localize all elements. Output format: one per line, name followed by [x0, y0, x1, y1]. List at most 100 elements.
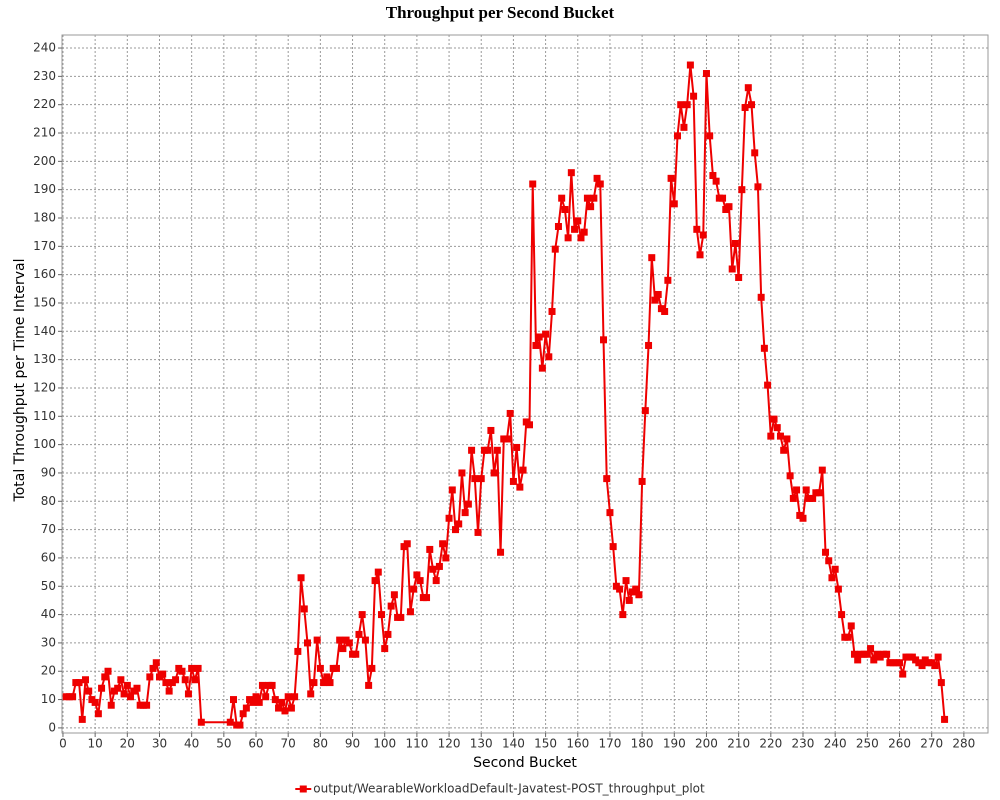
point-marker	[667, 174, 675, 182]
point-marker	[484, 446, 492, 454]
point-marker	[403, 540, 411, 548]
point-marker	[854, 656, 862, 664]
x-tick-label: 240	[824, 737, 847, 751]
point-marker	[423, 594, 431, 602]
point-marker	[506, 409, 514, 417]
x-tick-label: 250	[856, 737, 879, 751]
point-marker	[307, 690, 315, 698]
point-marker	[558, 194, 566, 202]
point-marker	[580, 228, 588, 236]
point-marker	[271, 696, 279, 704]
point-marker	[278, 698, 286, 706]
point-marker	[303, 639, 311, 647]
y-tick-label: 100	[33, 437, 56, 451]
point-marker	[619, 611, 627, 619]
x-tick-label: 170	[598, 737, 621, 751]
point-marker	[143, 701, 151, 709]
point-marker	[458, 469, 466, 477]
point-marker	[226, 718, 234, 726]
point-marker	[455, 520, 463, 528]
y-tick-label: 10	[41, 692, 56, 706]
y-tick-label: 140	[33, 324, 56, 338]
x-tick-label: 180	[631, 737, 654, 751]
chart-title: Throughput per Second Bucket	[386, 3, 615, 22]
x-tick-label: 90	[345, 737, 360, 751]
point-marker	[474, 528, 482, 536]
x-tick-label: 100	[373, 737, 396, 751]
point-marker	[551, 245, 559, 253]
point-marker	[275, 704, 283, 712]
point-marker	[847, 622, 855, 630]
point-marker	[690, 92, 698, 100]
point-marker	[281, 707, 289, 715]
x-tick-label: 150	[534, 737, 557, 751]
point-marker	[767, 432, 775, 440]
point-marker	[381, 645, 389, 653]
plot-area	[61, 34, 989, 734]
point-marker	[445, 514, 453, 522]
point-marker	[384, 630, 392, 638]
point-marker	[529, 180, 537, 188]
point-marker	[616, 585, 624, 593]
point-marker	[677, 101, 685, 109]
x-tick-label: 60	[248, 737, 263, 751]
point-marker	[397, 613, 405, 621]
point-marker	[184, 690, 192, 698]
point-marker	[822, 548, 830, 556]
y-tick-label: 150	[33, 295, 56, 309]
point-marker	[941, 715, 949, 723]
point-marker	[593, 174, 601, 182]
y-tick-label: 130	[33, 352, 56, 366]
y-axis-label: Total Throughput per Time Interval	[12, 259, 28, 503]
legend-marker	[299, 785, 307, 793]
y-tick-label: 220	[33, 97, 56, 111]
point-marker	[252, 693, 260, 701]
point-marker	[706, 132, 714, 140]
point-marker	[934, 653, 942, 661]
x-tick-label: 200	[695, 737, 718, 751]
point-marker	[635, 591, 643, 599]
point-marker	[532, 341, 540, 349]
point-marker	[609, 543, 617, 551]
point-marker	[432, 577, 440, 585]
point-marker	[320, 679, 328, 687]
y-tick-label: 30	[41, 635, 56, 649]
point-marker	[365, 681, 373, 689]
point-marker	[600, 336, 608, 344]
point-marker	[294, 647, 302, 655]
point-marker	[654, 290, 662, 298]
point-marker	[545, 353, 553, 361]
point-marker	[818, 466, 826, 474]
point-marker	[448, 486, 456, 494]
x-tick-label: 160	[566, 737, 589, 751]
point-marker	[410, 585, 418, 593]
point-marker	[561, 206, 569, 213]
point-marker	[123, 681, 131, 689]
point-marker	[574, 217, 582, 225]
point-marker	[709, 172, 717, 180]
point-marker	[313, 636, 321, 644]
x-tick-label: 220	[759, 737, 782, 751]
y-tick-label: 240	[33, 41, 56, 55]
point-marker	[622, 577, 630, 585]
point-marker	[194, 664, 202, 672]
point-marker	[284, 693, 292, 701]
point-marker	[748, 101, 756, 109]
point-marker	[426, 545, 434, 553]
x-tick-label: 0	[59, 737, 67, 751]
point-marker	[725, 203, 733, 211]
point-marker	[693, 225, 701, 233]
point-marker	[702, 70, 710, 78]
legend-item: output/WearableWorkloadDefault-Javatest-…	[295, 782, 705, 796]
y-tick-label: 40	[41, 607, 56, 621]
point-marker	[648, 254, 656, 262]
y-tick-label: 210	[33, 126, 56, 140]
point-marker	[815, 489, 823, 497]
point-marker	[120, 690, 128, 698]
y-tick-label: 200	[33, 154, 56, 168]
point-marker	[146, 673, 154, 681]
point-marker	[735, 273, 743, 281]
point-marker	[416, 577, 424, 585]
point-marker	[918, 662, 926, 670]
